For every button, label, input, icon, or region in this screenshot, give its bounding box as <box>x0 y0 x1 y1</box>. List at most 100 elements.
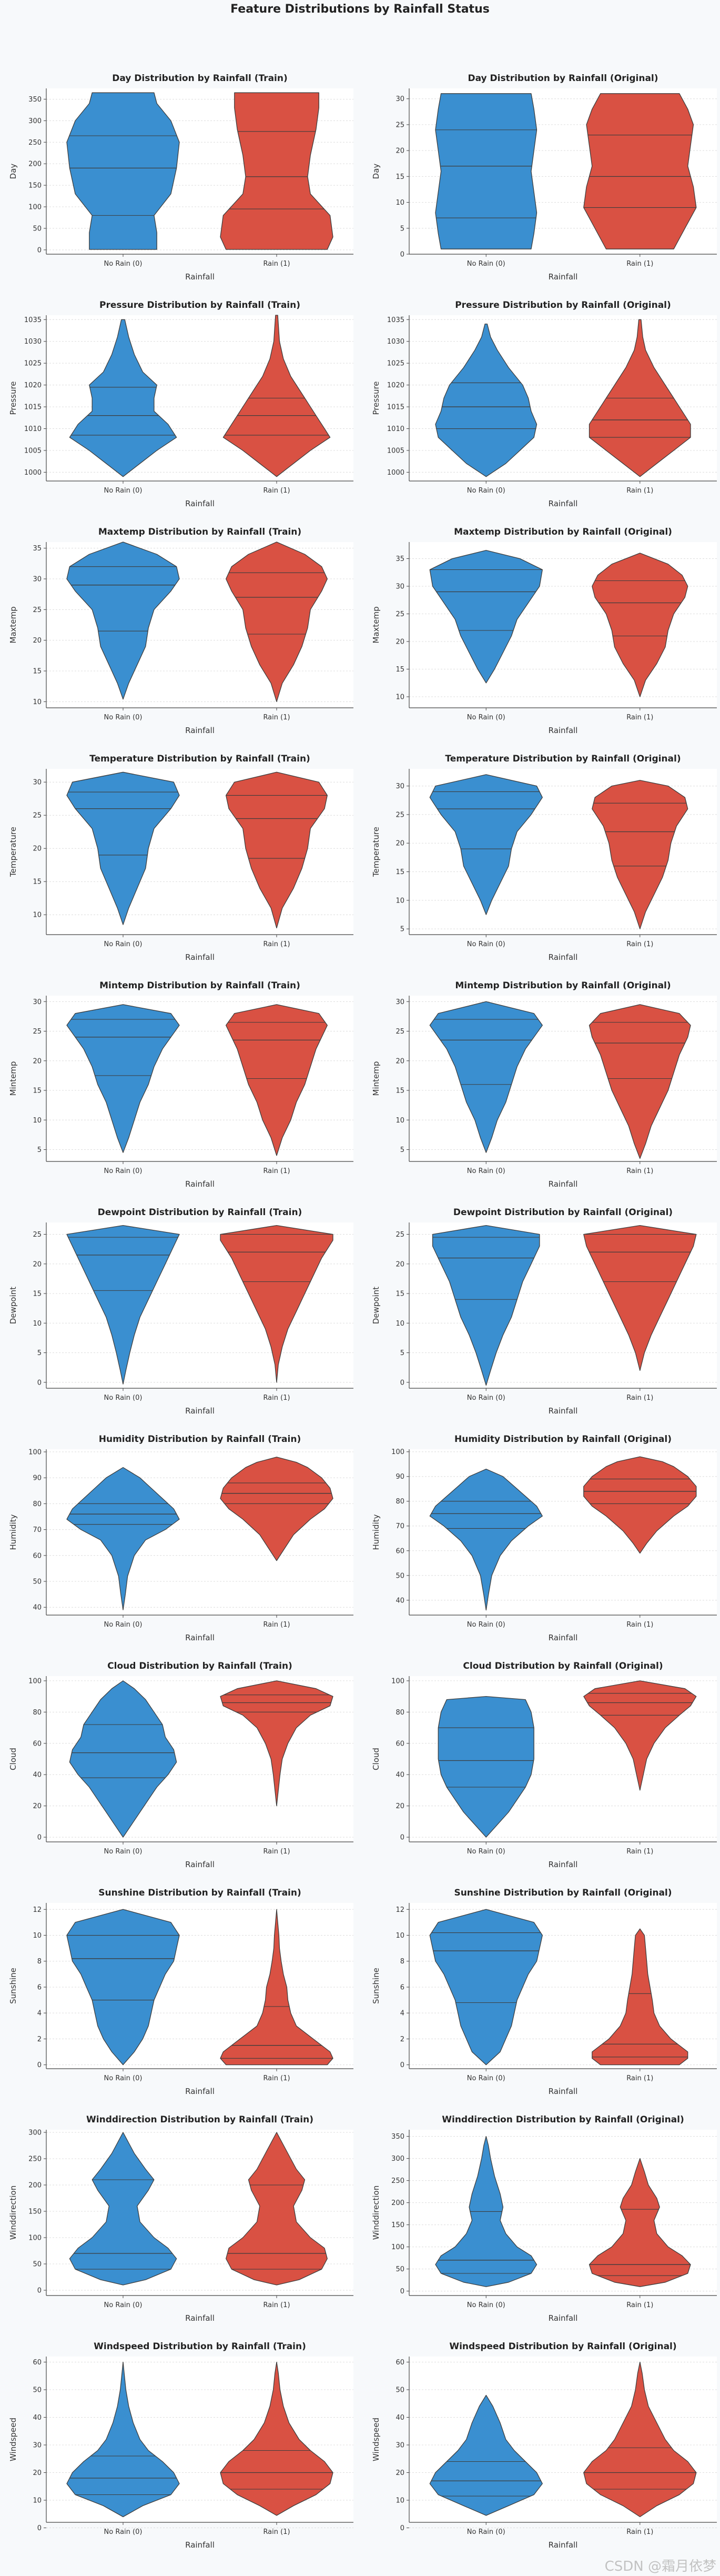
violin-rain-1 <box>583 93 697 249</box>
y-tick-label: 25 <box>33 812 42 820</box>
violin-rain-1 <box>589 2158 691 2287</box>
y-tick-label: 1020 <box>387 382 404 389</box>
x-tick-label: No Rain (0) <box>104 1167 143 1175</box>
y-tick-label: 10 <box>396 1117 404 1125</box>
x-tick-label: Rain (1) <box>626 714 653 721</box>
panel-14: 40 50 60 70 80 90 100 No Rain (0) Rain (1) Humidi… <box>371 1434 717 1642</box>
y-tick-label: 4 <box>37 2010 42 2018</box>
y-tick-label: 10 <box>396 1932 404 1940</box>
x-axis-label: Rainfall <box>549 726 578 735</box>
violin-no-rain-0 <box>429 1909 543 2066</box>
y-tick-label: 100 <box>391 1448 404 1456</box>
y-tick-label: 50 <box>33 2387 42 2394</box>
y-tick-label: 25 <box>396 811 404 819</box>
x-axis-label: Rainfall <box>185 953 215 962</box>
y-tick-label: 2 <box>400 2036 404 2043</box>
y-tick-label: 60 <box>33 1552 42 1560</box>
y-tick-label: 30 <box>396 783 404 790</box>
panel-title: Maxtemp Distribution by Rainfall (Train) <box>98 527 301 537</box>
y-tick-label: 25 <box>33 606 42 614</box>
y-tick-label: 60 <box>396 1547 404 1555</box>
y-tick-label: 60 <box>33 2359 42 2367</box>
y-tick-label: 250 <box>28 139 42 147</box>
y-tick-label: 1035 <box>387 316 404 324</box>
x-tick-label: Rain (1) <box>263 714 290 721</box>
y-tick-label: 1030 <box>387 338 404 346</box>
y-axis-label: Winddirection <box>8 2186 18 2240</box>
x-tick-label: Rain (1) <box>263 1848 290 1856</box>
y-tick-label: 20 <box>396 147 404 155</box>
x-tick-label: No Rain (0) <box>467 2074 505 2082</box>
x-tick-label: No Rain (0) <box>467 1621 505 1629</box>
x-tick-label: Rain (1) <box>626 2074 653 2082</box>
y-axis-label: Winddirection <box>371 2186 381 2240</box>
y-tick-label: 200 <box>28 2182 42 2190</box>
x-axis-label: Rainfall <box>549 2540 578 2550</box>
panel-title: Cloud Distribution by Rainfall (Original… <box>463 1661 663 1671</box>
x-tick-label: Rain (1) <box>263 260 290 268</box>
panel-title: Dewpoint Distribution by Rainfall (Train… <box>98 1207 302 1218</box>
y-tick-label: 30 <box>33 576 42 584</box>
y-tick-label: 25 <box>33 1028 42 1036</box>
x-axis-label: Rainfall <box>549 2087 578 2096</box>
y-tick-label: 10 <box>33 1932 42 1940</box>
y-tick-label: 0 <box>400 2524 404 2532</box>
y-tick-label: 100 <box>28 1677 42 1685</box>
y-tick-label: 0 <box>400 2061 404 2069</box>
y-axis-label: Mintemp <box>371 1061 381 1096</box>
y-tick-label: 350 <box>391 2133 404 2141</box>
panel-21: 0 10 20 30 40 50 60 No Rain (0) Rain (1) Windspee… <box>8 2341 353 2550</box>
y-tick-label: 200 <box>391 2199 404 2207</box>
y-tick-label: 1015 <box>387 404 404 412</box>
panel-7: 10 15 20 25 30 No Rain (0) Rain (1) Temperature… <box>8 754 353 962</box>
y-tick-label: 1010 <box>24 425 42 433</box>
y-tick-label: 10 <box>33 698 42 706</box>
y-tick-label: 1005 <box>24 447 42 455</box>
panel-22: 0 10 20 30 40 50 60 No Rain (0) Rain (1) Windspee… <box>371 2341 717 2550</box>
panel-19: 0 50 100 150 200 250 300 No Rain (0) Rain (1) Win… <box>8 2114 353 2323</box>
y-tick-label: 1025 <box>24 360 42 368</box>
y-tick-label: 35 <box>33 545 42 553</box>
y-tick-label: 90 <box>33 1475 42 1482</box>
x-axis-label: Rainfall <box>185 1860 215 1869</box>
y-axis-label: Sunshine <box>8 1968 18 2004</box>
y-tick-label: 20 <box>396 2469 404 2477</box>
y-axis-label: Sunshine <box>371 1968 381 2004</box>
y-tick-label: 15 <box>33 668 42 676</box>
violin-no-rain-0 <box>429 1001 543 1153</box>
panel-title: Maxtemp Distribution by Rainfall (Origin… <box>454 527 672 537</box>
y-tick-label: 6 <box>37 1983 42 1991</box>
y-tick-label: 25 <box>396 1231 404 1239</box>
y-tick-label: 10 <box>396 2497 404 2505</box>
y-tick-label: 30 <box>33 998 42 1006</box>
panel-2: 0 5 10 15 20 25 30 No Rain (0) Rain (1) Day Distr… <box>371 73 717 282</box>
y-tick-label: 20 <box>33 1057 42 1065</box>
x-tick-label: No Rain (0) <box>104 714 143 721</box>
violin-no-rain-0 <box>435 93 538 249</box>
violin-no-rain-0 <box>429 1468 543 1611</box>
y-tick-label: 20 <box>396 638 404 646</box>
y-tick-label: 70 <box>396 1522 404 1530</box>
y-tick-label: 50 <box>33 2261 42 2269</box>
y-tick-label: 5 <box>400 1146 404 1154</box>
x-tick-label: No Rain (0) <box>467 940 505 948</box>
y-tick-label: 30 <box>396 583 404 591</box>
violin-no-rain-0 <box>66 771 180 925</box>
y-axis-label: Pressure <box>371 381 381 415</box>
panel-title: Temperature Distribution by Rainfall (Tr… <box>89 754 310 764</box>
violin-rain-1 <box>592 780 688 929</box>
y-tick-label: 80 <box>396 1709 404 1717</box>
y-tick-label: 8 <box>37 1958 42 1966</box>
x-tick-label: No Rain (0) <box>467 260 505 268</box>
violin-no-rain-0 <box>66 1004 180 1153</box>
x-axis-label: Rainfall <box>185 726 215 735</box>
y-tick-label: 80 <box>396 1498 404 1506</box>
y-tick-label: 20 <box>33 1802 42 1810</box>
y-tick-label: 70 <box>33 1526 42 1534</box>
x-tick-label: Rain (1) <box>626 1394 653 1402</box>
violin-rain-1 <box>226 2132 328 2286</box>
x-tick-label: No Rain (0) <box>104 1848 143 1856</box>
y-tick-label: 15 <box>33 1290 42 1298</box>
violin-rain-1 <box>220 1909 333 2066</box>
